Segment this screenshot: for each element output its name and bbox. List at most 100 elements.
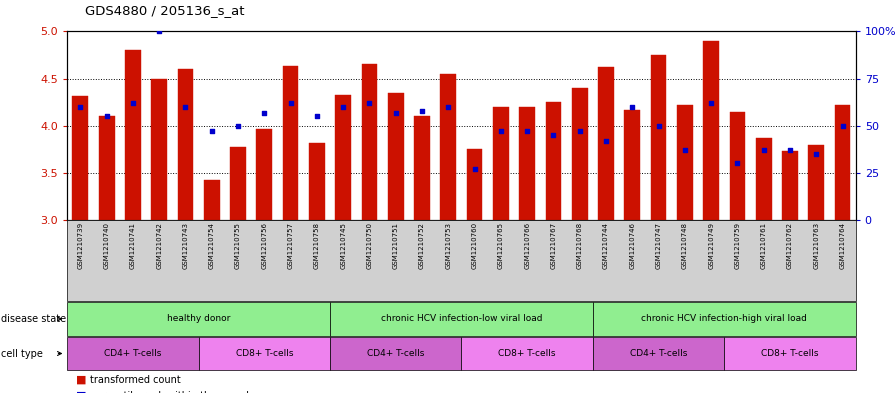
Point [835, 123, 849, 129]
Text: GSM1210764: GSM1210764 [840, 222, 846, 269]
Bar [177, 69, 194, 220]
Point [441, 104, 455, 110]
Bar [650, 55, 667, 220]
Bar [388, 93, 403, 220]
Bar [441, 74, 456, 220]
Text: CD8+ T-cells: CD8+ T-cells [236, 349, 293, 358]
Bar [309, 143, 324, 220]
Text: chronic HCV infection-high viral load: chronic HCV infection-high viral load [642, 314, 807, 323]
Text: GSM1210761: GSM1210761 [761, 222, 767, 269]
Text: GSM1210743: GSM1210743 [183, 222, 188, 269]
Point [99, 113, 114, 119]
Bar [677, 105, 693, 220]
Point [362, 100, 376, 106]
Bar [283, 66, 298, 220]
Bar [230, 147, 246, 220]
Bar [362, 64, 377, 220]
Point [547, 132, 561, 138]
Text: chronic HCV infection-low viral load: chronic HCV infection-low viral load [381, 314, 542, 323]
Text: GSM1210740: GSM1210740 [104, 222, 109, 269]
Point [599, 138, 613, 144]
Point [730, 160, 745, 167]
Text: GSM1210758: GSM1210758 [314, 222, 320, 269]
Point [494, 128, 508, 134]
Bar [256, 129, 272, 220]
Text: CD4+ T-cells: CD4+ T-cells [367, 349, 425, 358]
Text: GSM1210749: GSM1210749 [708, 222, 714, 269]
Text: ■: ■ [76, 391, 87, 393]
Point [152, 28, 167, 35]
Point [73, 104, 88, 110]
Text: GSM1210755: GSM1210755 [235, 222, 241, 269]
Text: GSM1210753: GSM1210753 [445, 222, 452, 269]
Text: GSM1210745: GSM1210745 [340, 222, 346, 269]
Point [310, 113, 324, 119]
Point [231, 123, 246, 129]
Text: CD4+ T-cells: CD4+ T-cells [104, 349, 161, 358]
Text: GSM1210757: GSM1210757 [288, 222, 294, 269]
Bar [729, 112, 745, 220]
Text: disease state: disease state [1, 314, 66, 324]
Bar [520, 107, 535, 220]
Text: GSM1210741: GSM1210741 [130, 222, 136, 269]
Text: GSM1210754: GSM1210754 [209, 222, 215, 269]
Text: GSM1210766: GSM1210766 [524, 222, 530, 269]
Bar [703, 41, 719, 220]
Bar [125, 50, 141, 220]
Bar [493, 107, 509, 220]
Bar [835, 105, 850, 220]
Text: percentile rank within the sample: percentile rank within the sample [90, 391, 254, 393]
Text: CD8+ T-cells: CD8+ T-cells [762, 349, 819, 358]
Text: GSM1210760: GSM1210760 [471, 222, 478, 269]
Bar [414, 116, 430, 220]
Point [677, 147, 692, 153]
Bar [204, 180, 220, 220]
Point [756, 147, 771, 153]
Text: GSM1210744: GSM1210744 [603, 222, 609, 269]
Point [204, 128, 219, 134]
Point [257, 109, 271, 116]
Text: GSM1210748: GSM1210748 [682, 222, 688, 269]
Text: GSM1210742: GSM1210742 [156, 222, 162, 269]
Text: GSM1210750: GSM1210750 [366, 222, 373, 269]
Point [625, 104, 640, 110]
Bar [99, 116, 115, 220]
Point [178, 104, 193, 110]
Text: cell type: cell type [1, 349, 43, 358]
Point [125, 100, 140, 106]
Text: GSM1210747: GSM1210747 [656, 222, 661, 269]
Bar [572, 88, 588, 220]
Bar [625, 110, 640, 220]
Text: healthy donor: healthy donor [167, 314, 230, 323]
Text: GSM1210752: GSM1210752 [419, 222, 425, 269]
Point [336, 104, 350, 110]
Bar [335, 95, 351, 220]
Text: GSM1210739: GSM1210739 [77, 222, 83, 269]
Text: transformed count: transformed count [90, 375, 180, 385]
Text: GSM1210746: GSM1210746 [629, 222, 635, 269]
Bar [756, 138, 771, 220]
Bar [467, 149, 482, 220]
Text: GDS4880 / 205136_s_at: GDS4880 / 205136_s_at [85, 4, 245, 17]
Text: GSM1210759: GSM1210759 [735, 222, 740, 269]
Bar [151, 79, 167, 220]
Text: CD8+ T-cells: CD8+ T-cells [498, 349, 556, 358]
Point [573, 128, 587, 134]
Bar [782, 151, 797, 220]
Text: GSM1210751: GSM1210751 [392, 222, 399, 269]
Point [704, 100, 719, 106]
Text: GSM1210763: GSM1210763 [814, 222, 819, 269]
Point [389, 109, 403, 116]
Text: GSM1210765: GSM1210765 [498, 222, 504, 269]
Bar [73, 95, 88, 220]
Text: GSM1210762: GSM1210762 [787, 222, 793, 269]
Point [283, 100, 297, 106]
Point [651, 123, 666, 129]
Text: GSM1210756: GSM1210756 [262, 222, 267, 269]
Text: GSM1210768: GSM1210768 [577, 222, 582, 269]
Point [415, 108, 429, 114]
Bar [546, 102, 561, 220]
Text: GSM1210767: GSM1210767 [550, 222, 556, 269]
Bar [808, 145, 824, 220]
Point [783, 147, 797, 153]
